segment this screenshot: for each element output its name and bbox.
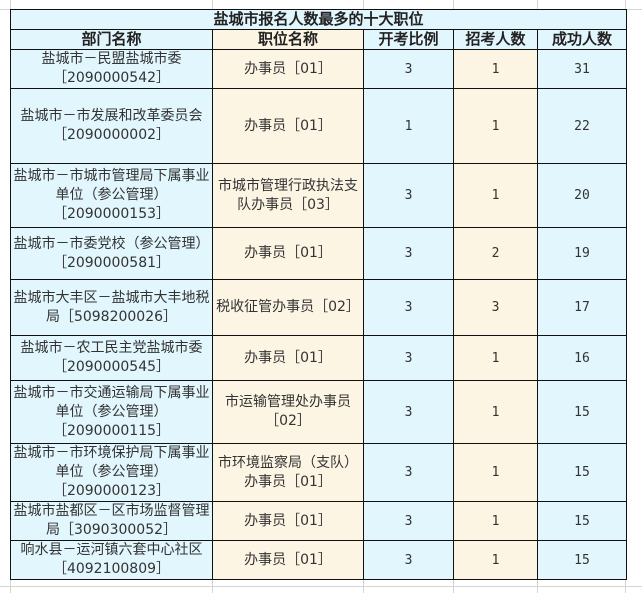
dept-cell[interactable]: 盐城市－市交通运输局下属事业单位（参公管理）［2090000115］ [10,380,213,444]
success-cell[interactable]: 22 [536,88,628,164]
table-row: 响水县－运河镇六套中心社区［4092100809］ 办事员［01］ 3 1 15 [10,540,628,580]
dept-cell[interactable]: 盐城市－市委党校（参公管理）［2090000581］ [10,227,213,280]
dept-cell[interactable]: 盐城市大丰区－盐城市大丰地税局［5098200026］ [10,279,213,336]
ratio-cell[interactable]: 3 [363,443,454,502]
top-ten-positions-table: 盐城市报名人数最多的十大职位 部门名称 职位名称 开考比例 招考人数 成功人数 … [9,9,628,580]
dept-cell[interactable]: 响水县－运河镇六套中心社区［4092100809］ [10,540,213,580]
dept-cell[interactable]: 盐城市盐都区－区市场监督管理局［3090300052］ [10,501,213,541]
ratio-cell[interactable]: 3 [363,279,454,336]
ratio-cell[interactable]: 3 [363,163,454,228]
success-cell[interactable]: 15 [536,540,628,580]
ratio-cell[interactable]: 3 [363,380,454,444]
quota-cell[interactable]: 1 [453,88,538,164]
table-row: 盐城市盐都区－区市场监督管理局［3090300052］ 办事员［01］ 3 1 15 [10,501,628,541]
quota-cell[interactable]: 1 [453,380,538,444]
position-cell[interactable]: 办事员［01］ [212,335,364,381]
ratio-cell[interactable]: 3 [363,227,454,280]
success-cell[interactable]: 19 [536,227,628,280]
quota-cell[interactable]: 1 [453,49,538,89]
success-cell[interactable]: 16 [536,335,628,381]
header-success[interactable]: 成功人数 [536,29,628,50]
quota-cell[interactable]: 1 [453,163,538,228]
quota-cell[interactable]: 2 [453,227,538,280]
success-cell[interactable]: 15 [536,380,628,444]
dept-cell[interactable]: 盐城市－民盟盐城市委［2090000542］ [10,49,213,89]
ratio-cell[interactable]: 3 [363,501,454,541]
quota-cell[interactable]: 1 [453,540,538,580]
position-cell[interactable]: 市运输管理处办事员［02］ [212,380,364,444]
dept-cell[interactable]: 盐城市－市发展和改革委员会［2090000002］ [10,88,213,164]
position-cell[interactable]: 办事员［01］ [212,227,364,280]
position-cell[interactable]: 市环境监察局（支队）办事员［01］ [212,443,364,502]
position-cell[interactable]: 办事员［01］ [212,88,364,164]
position-cell[interactable]: 办事员［01］ [212,540,364,580]
quota-cell[interactable]: 1 [453,501,538,541]
quota-cell[interactable]: 1 [453,443,538,502]
success-cell[interactable]: 15 [536,443,628,502]
ratio-cell[interactable]: 1 [363,88,454,164]
table-row: 盐城市－市交通运输局下属事业单位（参公管理）［2090000115］ 市运输管理处… [10,380,628,444]
dept-cell[interactable]: 盐城市－市城市管理局下属事业单位（参公管理）［2090000153］ [10,163,213,228]
table-row: 盐城市－民盟盐城市委［2090000542］ 办事员［01］ 3 1 31 [10,49,628,89]
quota-cell[interactable]: 3 [453,279,538,336]
table-row: 盐城市大丰区－盐城市大丰地税局［5098200026］ 税收征管办事员［02］ 3 3… [10,279,628,336]
table-row: 盐城市－农工民主党盐城市委［2090000545］ 办事员［01］ 3 1 16 [10,335,628,381]
success-cell[interactable]: 15 [536,501,628,541]
ratio-cell[interactable]: 3 [363,540,454,580]
header-dept[interactable]: 部门名称 [10,29,213,50]
table-row: 盐城市－市环境保护局下属事业单位（参公管理）［2090000123］ 市环境监察局… [10,443,628,502]
success-cell[interactable]: 31 [536,49,628,89]
dept-cell[interactable]: 盐城市－市环境保护局下属事业单位（参公管理）［2090000123］ [10,443,213,502]
success-cell[interactable]: 20 [536,163,628,228]
success-cell[interactable]: 17 [536,279,628,336]
ratio-cell[interactable]: 3 [363,49,454,89]
quota-cell[interactable]: 1 [453,335,538,381]
header-position[interactable]: 职位名称 [212,29,364,50]
position-cell[interactable]: 税收征管办事员［02］ [212,279,364,336]
table-row: 盐城市－市委党校（参公管理）［2090000581］ 办事员［01］ 3 2 19 [10,227,628,280]
header-ratio[interactable]: 开考比例 [363,29,454,50]
table-row: 盐城市－市发展和改革委员会［2090000002］ 办事员［01］ 1 1 22 [10,88,628,164]
ratio-cell[interactable]: 3 [363,335,454,381]
header-quota[interactable]: 招考人数 [453,29,538,50]
position-cell[interactable]: 办事员［01］ [212,49,364,89]
dept-cell[interactable]: 盐城市－农工民主党盐城市委［2090000545］ [10,335,213,381]
position-cell[interactable]: 办事员［01］ [212,501,364,541]
position-cell[interactable]: 市城市管理行政执法支队办事员［03］ [212,163,364,228]
table-row: 盐城市－市城市管理局下属事业单位（参公管理）［2090000153］ 市城市管理行… [10,163,628,228]
table-title[interactable]: 盐城市报名人数最多的十大职位 [9,9,628,30]
